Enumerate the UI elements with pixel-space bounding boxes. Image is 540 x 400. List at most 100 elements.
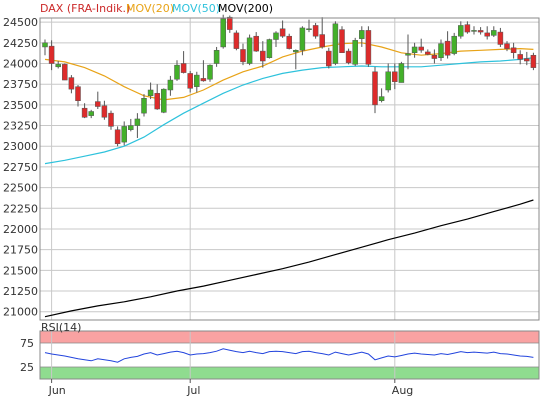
price-tick-label: 23500 bbox=[3, 99, 38, 112]
price-tick-label: 22250 bbox=[3, 202, 38, 215]
candle-body bbox=[154, 93, 160, 110]
candle-body bbox=[68, 77, 75, 90]
candle-body bbox=[141, 98, 147, 114]
candle-body bbox=[458, 25, 464, 37]
candle-body bbox=[48, 45, 55, 64]
candle-body bbox=[101, 105, 108, 118]
time-axis: Jun Jul Aug bbox=[48, 379, 413, 397]
candle-body bbox=[95, 101, 101, 107]
candle-body bbox=[62, 64, 68, 81]
candle-body bbox=[293, 50, 299, 53]
candle-body bbox=[194, 74, 200, 87]
candle-body bbox=[167, 79, 174, 91]
candle-body bbox=[227, 16, 233, 30]
candle-body bbox=[345, 50, 352, 63]
candle-body bbox=[372, 71, 378, 106]
candle-body bbox=[431, 54, 438, 59]
candle-body bbox=[392, 71, 398, 82]
candle-body bbox=[75, 86, 81, 101]
candle-body bbox=[42, 42, 48, 48]
candle-body bbox=[306, 28, 312, 31]
candle-body bbox=[365, 30, 372, 65]
price-tick-label: 23000 bbox=[3, 140, 38, 153]
candle-body bbox=[299, 27, 306, 51]
mov50-line bbox=[44, 57, 534, 165]
candle-body bbox=[332, 23, 339, 64]
candle-body bbox=[385, 71, 391, 91]
candle-body bbox=[147, 89, 154, 97]
rsi-line bbox=[44, 348, 534, 363]
candle-body bbox=[510, 47, 517, 54]
candle-body bbox=[266, 39, 273, 58]
candle-body bbox=[55, 64, 61, 68]
price-tick-label: 22500 bbox=[3, 182, 38, 195]
candlesticks bbox=[42, 14, 537, 147]
candle-body bbox=[260, 50, 266, 62]
candle-body bbox=[464, 24, 471, 33]
candle-body bbox=[213, 50, 220, 64]
rsi-tick-label: 75 bbox=[20, 337, 34, 350]
candle-body bbox=[220, 18, 226, 48]
candle-body bbox=[253, 35, 259, 52]
candle-body bbox=[425, 51, 431, 55]
candle-body bbox=[504, 43, 510, 49]
time-tick-label: Aug bbox=[392, 384, 413, 397]
candle-body bbox=[240, 49, 246, 63]
candle-body bbox=[108, 112, 114, 127]
price-tick-label: 21500 bbox=[3, 264, 38, 277]
candle-body bbox=[530, 54, 537, 68]
rsi-label: RSI(14) bbox=[41, 321, 81, 334]
mov200-line bbox=[44, 199, 534, 318]
candle-body bbox=[326, 50, 332, 67]
rsi-overbought-zone bbox=[40, 331, 539, 343]
price-tick-label: 21250 bbox=[3, 285, 38, 298]
price-tick-label: 21000 bbox=[3, 306, 38, 319]
legend-mov200: MOV(200) bbox=[218, 2, 273, 15]
candle-body bbox=[405, 53, 411, 56]
legend-dax: DAX (FRA-Indik.) bbox=[40, 2, 130, 15]
candle-body bbox=[128, 125, 134, 130]
mov20-line bbox=[44, 42, 534, 101]
candle-body bbox=[438, 43, 444, 58]
candle-body bbox=[233, 32, 240, 49]
candle-body bbox=[497, 31, 504, 45]
candle-body bbox=[187, 73, 193, 89]
price-tick-label: 22000 bbox=[3, 223, 38, 236]
candle-body bbox=[517, 54, 523, 60]
candle-body bbox=[200, 78, 207, 82]
legend: DAX (FRA-Indik.) MOV(20) MOV(50) MOV(200… bbox=[40, 2, 273, 15]
candle-body bbox=[444, 40, 451, 56]
price-panel-frame bbox=[39, 17, 540, 321]
rsi-tick-label: 25 bbox=[20, 361, 34, 374]
price-axis: 21000 21250 21500 21750 22000 22250 22500 22750… bbox=[3, 16, 38, 319]
price-tick-label: 22750 bbox=[3, 161, 38, 174]
candle-body bbox=[207, 64, 213, 80]
candle-body bbox=[378, 96, 385, 101]
candle-body bbox=[491, 30, 497, 36]
price-tick-label: 23250 bbox=[3, 120, 38, 133]
price-tick-label: 24250 bbox=[3, 37, 38, 50]
time-tick-label: Jun bbox=[48, 384, 66, 397]
rsi-panel: 25 75 bbox=[20, 331, 539, 379]
candle-body bbox=[524, 58, 530, 62]
candle-body bbox=[246, 37, 253, 64]
moving-average-lines bbox=[44, 42, 534, 318]
candle-body bbox=[180, 63, 187, 73]
candle-body bbox=[319, 34, 325, 48]
candle-body bbox=[471, 30, 477, 32]
candle-body bbox=[411, 46, 418, 54]
candle-body bbox=[312, 25, 319, 37]
price-tick-label: 24000 bbox=[3, 58, 38, 71]
legend-mov50: MOV(50) bbox=[172, 2, 220, 15]
candle-body bbox=[161, 88, 167, 113]
rsi-oversold-zone bbox=[40, 367, 539, 379]
candle-body bbox=[286, 35, 292, 49]
candle-body bbox=[114, 129, 121, 145]
candle-body bbox=[398, 63, 405, 83]
candle-body bbox=[418, 46, 424, 51]
candle-body bbox=[451, 35, 457, 54]
rsi-panel-frame bbox=[39, 330, 540, 380]
candle-body bbox=[121, 126, 127, 143]
candle-body bbox=[134, 118, 141, 126]
